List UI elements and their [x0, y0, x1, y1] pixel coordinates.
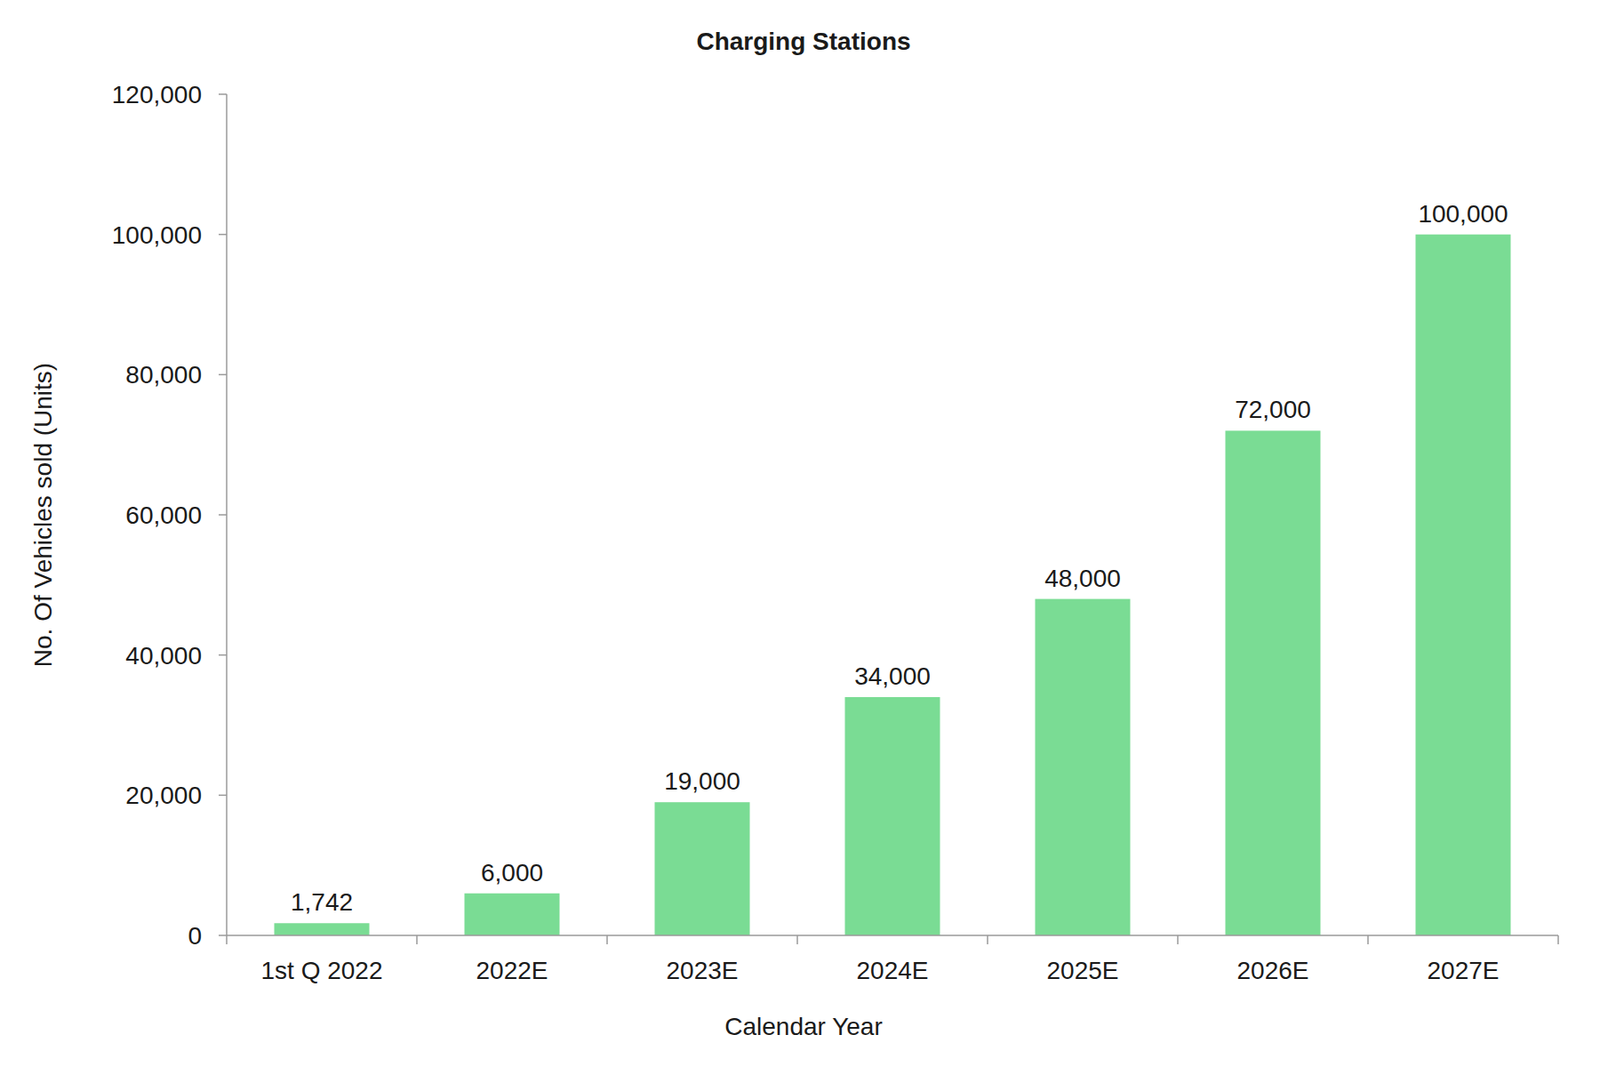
y-tick-label: 0: [187, 921, 202, 950]
title: Charging Stations: [696, 27, 911, 56]
y-tick-label: 100,000: [112, 221, 202, 249]
y-tick-label: 80,000: [125, 360, 202, 389]
bar: [1225, 430, 1321, 936]
bar: [464, 893, 560, 936]
x-tick: [1367, 935, 1369, 944]
x-tick-label: 2025E: [1047, 956, 1120, 984]
x-tick: [606, 935, 608, 944]
x-axis: [226, 934, 1559, 936]
x-tick-label: 2023E: [666, 956, 739, 984]
data-label: 72,000: [1234, 395, 1312, 424]
y-tick: [218, 934, 227, 936]
bar: [274, 922, 370, 936]
y-tick: [218, 93, 227, 96]
x-tick: [1176, 935, 1179, 944]
y-tick: [218, 794, 227, 797]
y-tick: [218, 374, 227, 376]
x-tick-label: 2024E: [856, 956, 929, 984]
bar: [655, 801, 751, 936]
y-tick-label: 60,000: [125, 501, 202, 529]
x-tick: [986, 935, 989, 944]
data-label: 19,000: [664, 767, 741, 795]
y-tick: [218, 654, 227, 656]
chart: Charging Stations 1,742 6,000 19,000 34,000 4…: [0, 0, 1600, 1067]
x-axis-label: Calendar Year: [724, 1012, 882, 1040]
x-tick: [796, 935, 799, 944]
data-label: 48,000: [1044, 564, 1121, 592]
bar: [1416, 234, 1512, 936]
bar: [845, 696, 941, 936]
y-tick: [218, 233, 227, 236]
data-label: 6,000: [480, 858, 544, 887]
y-tick: [218, 513, 227, 516]
y-tick-label: 40,000: [125, 641, 202, 670]
bar: [1035, 599, 1131, 936]
data-label: 100,000: [1417, 200, 1508, 228]
data-label: 1,742: [290, 888, 353, 916]
x-tick: [1557, 935, 1560, 944]
x-tick-label: 2022E: [476, 956, 549, 984]
bars: [274, 234, 1512, 936]
x-tick: [225, 935, 228, 944]
data-label: 34,000: [854, 662, 931, 690]
x-tick-label: 1st Q 2022: [261, 956, 384, 984]
x-tick: [416, 935, 418, 944]
background: [0, 0, 1600, 1067]
x-tick-label: 2027E: [1427, 956, 1500, 984]
y-axis-label: No. Of Vehicles sold (Units): [29, 362, 57, 667]
x-tick-label: 2026E: [1237, 956, 1310, 984]
y-tick-label: 120,000: [112, 80, 202, 109]
y-tick-label: 20,000: [125, 781, 202, 809]
